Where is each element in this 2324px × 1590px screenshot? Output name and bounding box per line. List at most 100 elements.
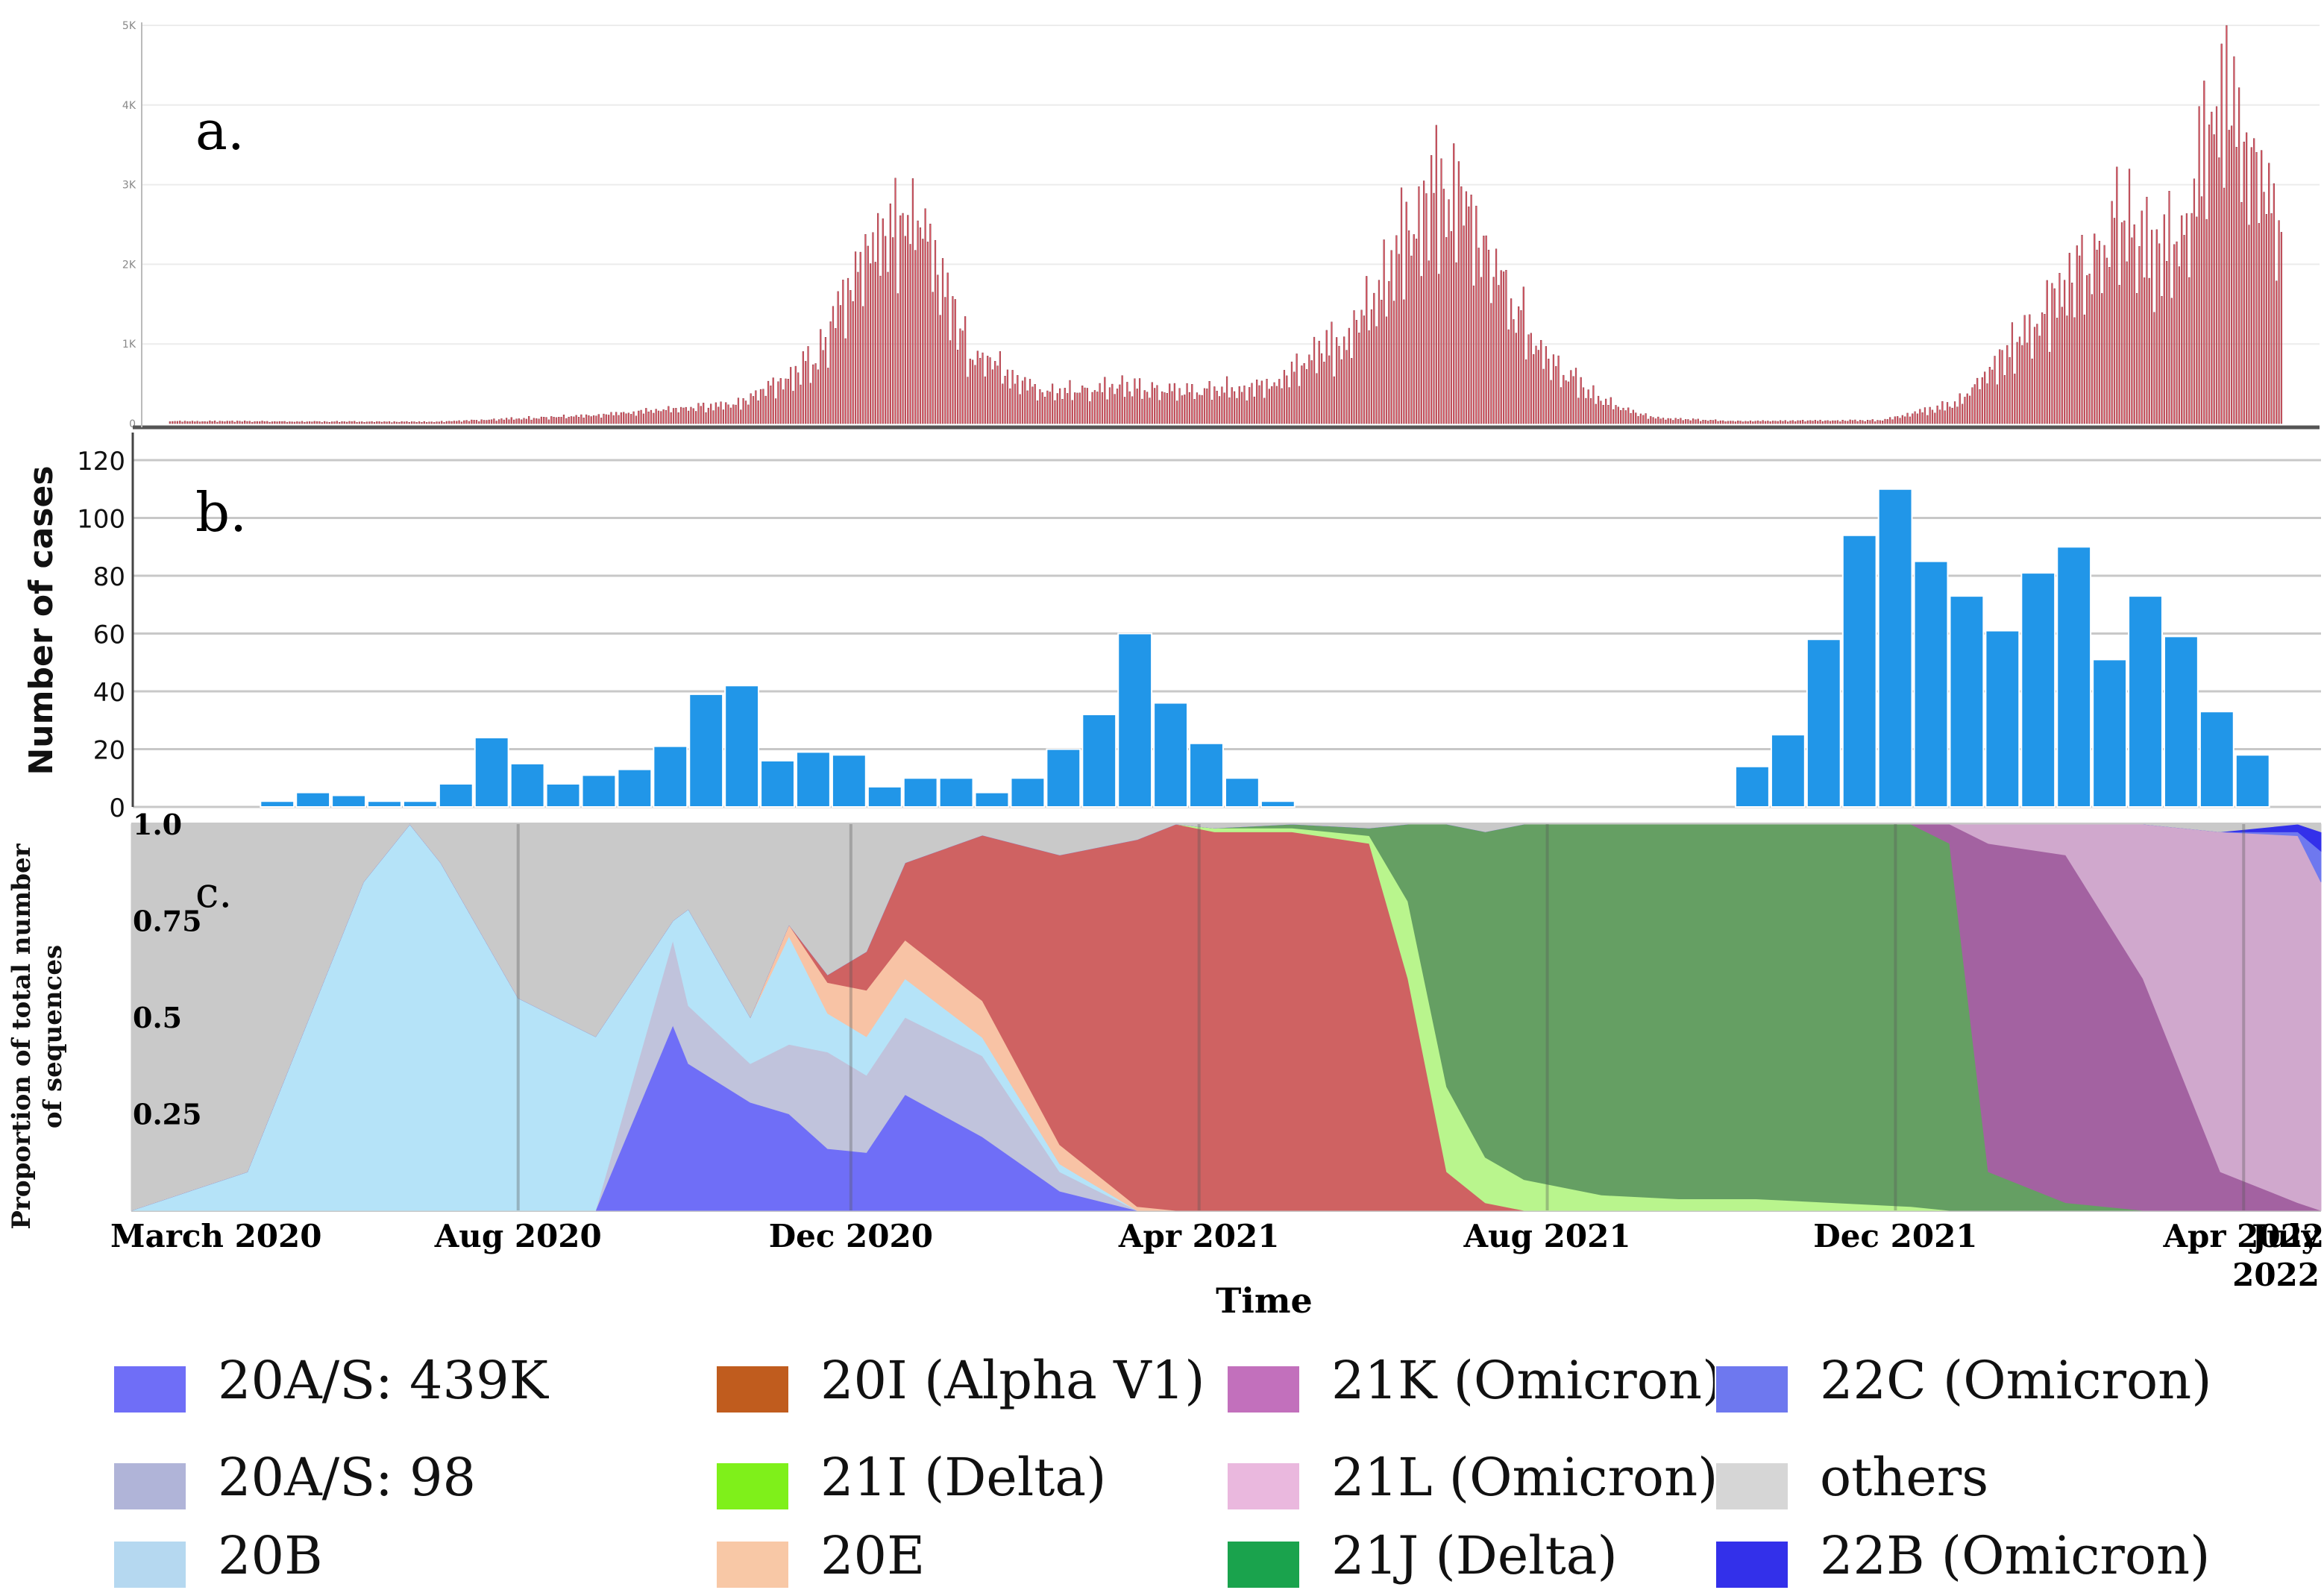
panel-a-bar: [1024, 377, 1026, 424]
panel-a-bar: [2233, 56, 2235, 424]
panel-a-bar: [1156, 385, 1158, 424]
panel-a-bar: [608, 415, 610, 424]
panel-a-bar: [759, 389, 762, 424]
panel-a-y-tick-label: 3K: [122, 180, 136, 192]
panel-a-bar: [2208, 125, 2211, 424]
panel-a-bar: [802, 351, 804, 424]
panel-a-bar: [1418, 186, 1420, 424]
panel-a-bar: [244, 421, 246, 424]
panel-a-bar: [1817, 421, 1819, 424]
panel-a-bar: [1238, 386, 1240, 424]
panel-a-bar: [1829, 421, 1832, 424]
panel-a-bar: [1806, 420, 1809, 424]
panel-a-bar: [1067, 393, 1069, 424]
panel-a-bar: [493, 418, 495, 424]
panel-a-bar: [1101, 392, 1104, 424]
panel-a-bar: [201, 421, 204, 424]
panel-c-variant-proportions: 1.0 0.75 0.5 0.25 March 2020 Aug 2020 Dec 202…: [7, 808, 2324, 1321]
panel-a-bar: [543, 417, 545, 424]
panel-a-bar: [812, 364, 814, 424]
panel-a-bar: [1191, 384, 1193, 424]
panel-a-bar: [1632, 409, 1634, 424]
panel-b-bar: [1081, 714, 1117, 808]
panel-a-bar: [315, 421, 318, 424]
panel-a-bar: [1228, 397, 1231, 424]
panel-a-bar: [460, 421, 463, 424]
panel-a-bar: [710, 403, 712, 424]
panel-a-bar: [1600, 400, 1602, 424]
panel-a-bar: [757, 400, 759, 424]
panel-a-bar: [518, 418, 520, 424]
panel-a-bar: [268, 421, 271, 424]
panel-a-bar: [1627, 407, 1630, 424]
panel-a-bar: [1572, 376, 1574, 424]
panel-a-bar: [354, 421, 356, 424]
panel-a-bar: [1136, 389, 1138, 424]
panel-a-bar: [917, 220, 919, 424]
panel-a-bar: [1403, 299, 1405, 424]
panel-a-bar: [2185, 213, 2188, 424]
panel-a-bar: [1550, 380, 1552, 424]
panel-a-bar: [1381, 299, 1383, 424]
panel-a-bar: [902, 213, 904, 424]
panel-a-bar: [1777, 421, 1779, 424]
panel-a-bar: [1914, 411, 1916, 424]
panel-a-bar: [2079, 255, 2081, 424]
panel-a-bar: [331, 421, 333, 424]
legend: 20A/S: 439K 20A/S: 98 20B 20I (Alpha V1) 21I…: [113, 1350, 2212, 1589]
panel-a-bar: [1266, 379, 1268, 424]
panel-a-bar: [376, 421, 378, 424]
panel-a-bar: [720, 401, 722, 424]
panel-a-bar: [1490, 303, 1492, 424]
panel-a-bar: [1859, 420, 1862, 424]
panel-a-bar: [1692, 418, 1695, 424]
panel-a-bar: [191, 421, 194, 424]
panel-a-bar: [1104, 377, 1106, 424]
panel-b-bar: [1841, 534, 1877, 808]
panel-a-bar: [2066, 315, 2068, 424]
panel-b-bar: [1949, 595, 1985, 808]
panel-a-bar: [1445, 237, 1448, 424]
panel-a-bar: [2155, 229, 2158, 424]
panel-a-bar: [2016, 342, 2018, 424]
panel-a-bar: [1862, 420, 1864, 424]
panel-a-bar: [251, 421, 254, 424]
panel-a-bar: [506, 418, 508, 424]
panel-a-bar: [1260, 380, 1263, 424]
panel-a-bar: [1188, 392, 1191, 424]
panel-a-bar: [824, 337, 827, 424]
panel-a-bar: [1046, 390, 1049, 424]
panel-a-bar: [742, 398, 744, 424]
panel-a-bar: [558, 417, 560, 424]
panel-a-bar: [922, 239, 924, 424]
panel-b-y-tick-label: 20: [93, 736, 125, 766]
panel-a-bar: [717, 406, 720, 424]
panel-a-y-tick-label: 5K: [122, 20, 136, 32]
panel-a-bar: [1453, 143, 1455, 424]
panel-a-bar: [1702, 419, 1704, 424]
panel-a-bar: [2161, 295, 2163, 424]
panel-a-bar: [762, 389, 764, 424]
panel-a-bar: [1597, 395, 1600, 424]
panel-a-bar: [1602, 405, 1604, 424]
panel-a-bar: [1375, 326, 1378, 424]
panel-b-bar: [1735, 765, 1770, 808]
panel-a-bar: [1548, 358, 1550, 424]
panel-a-bar: [740, 409, 742, 424]
panel-a-bar: [1415, 239, 1418, 424]
panel-a-bar: [1510, 298, 1513, 424]
legend-label: 21K (Omicron): [1331, 1350, 1722, 1411]
panel-a-bar: [1301, 365, 1303, 424]
panel-a-bar: [2026, 342, 2029, 424]
panel-a-bar: [204, 421, 206, 424]
panel-a-bar: [1522, 286, 1524, 424]
panel-a-bar: [984, 376, 986, 424]
panel-a-bar: [1093, 390, 1096, 424]
panel-a-bar: [979, 357, 982, 424]
panel-a-bar: [1383, 239, 1385, 424]
panel-a-bar: [174, 421, 176, 424]
panel-a-bar: [2226, 25, 2228, 424]
panel-a-bar: [1221, 386, 1223, 424]
panel-a-bar: [1111, 383, 1114, 424]
legend-label: 20A/S: 439K: [218, 1350, 550, 1411]
